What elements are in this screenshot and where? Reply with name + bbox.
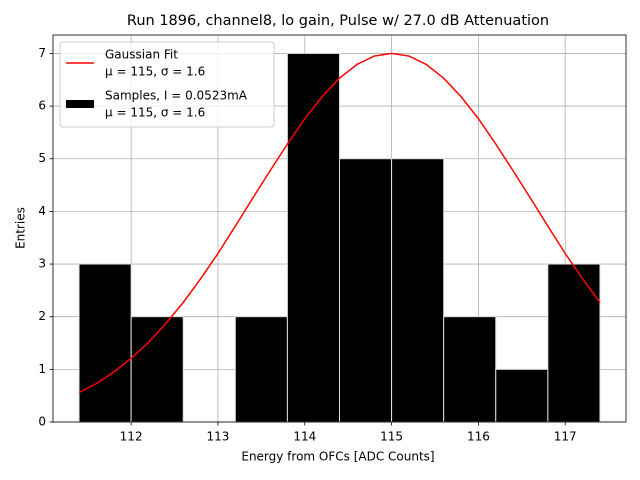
y-tick-label: 6 xyxy=(38,99,46,113)
y-tick-label: 7 xyxy=(38,46,46,60)
y-tick-label: 3 xyxy=(38,257,46,271)
legend-frame xyxy=(59,41,275,128)
bar xyxy=(443,316,497,423)
chart-title: Run 1896, channel8, lo gain, Pulse w/ 27… xyxy=(127,13,549,29)
y-tick-label: 2 xyxy=(38,309,46,323)
x-axis-label: Energy from OFCs [ADC Counts] xyxy=(241,450,434,464)
legend-label: Samples, I = 0.0523mA μ = 115, σ = 1.6 xyxy=(105,88,248,119)
x-tick-label: 112 xyxy=(120,430,143,444)
y-tick-label: 0 xyxy=(38,415,46,429)
bar xyxy=(234,316,288,423)
legend-label: Gaussian Fit μ = 115, σ = 1.6 xyxy=(105,47,205,78)
x-tick-label: 113 xyxy=(207,430,230,444)
y-tick-label: 1 xyxy=(38,362,46,376)
bar xyxy=(547,263,601,423)
fit-line xyxy=(78,52,601,394)
bar xyxy=(391,158,445,423)
bar xyxy=(339,158,393,423)
x-tick-label: 115 xyxy=(380,430,403,444)
y-tick-label: 4 xyxy=(38,204,46,218)
x-tick-label: 114 xyxy=(293,430,316,444)
x-tick-label: 117 xyxy=(554,430,577,444)
x-tick-label: 116 xyxy=(467,430,490,444)
y-axis-label: Entries xyxy=(14,207,28,249)
bar xyxy=(495,368,549,423)
legend: Gaussian Fit μ = 115, σ = 1.6 Samples, I =… xyxy=(59,41,275,128)
plot-frame xyxy=(52,34,627,423)
y-tick-label: 5 xyxy=(38,151,46,165)
bar xyxy=(78,263,132,423)
legend-swatch xyxy=(66,100,94,108)
bar xyxy=(130,316,184,423)
